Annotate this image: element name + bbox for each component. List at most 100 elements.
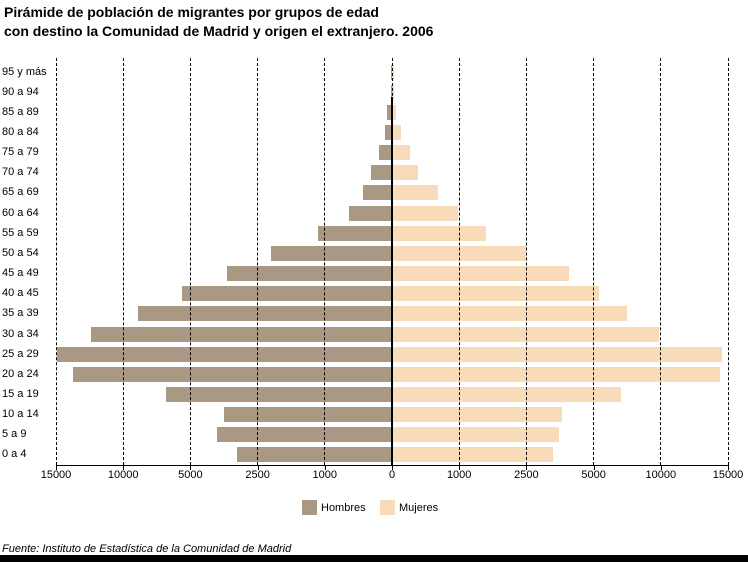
bar-mujeres-25-a-29: [392, 346, 722, 362]
age-group-label: 50 a 54: [2, 246, 39, 259]
bar-hombres-90-a-94: [390, 84, 392, 100]
age-group-label: 95 y más: [2, 65, 47, 78]
bar-mujeres-40-a-45: [392, 286, 599, 302]
bar-mujeres-65-a-69: [392, 185, 439, 201]
bar-hombres-60-a-64: [348, 205, 392, 221]
bar-mujeres-95-y-mas: [392, 64, 395, 80]
gridline-5: [727, 58, 729, 465]
bar-mujeres-70-a-74: [392, 165, 419, 181]
bar-mujeres-90-a-94: [392, 84, 395, 100]
bar-hombres-5-a-9: [217, 427, 392, 443]
age-group-label: 65 a 69: [2, 186, 39, 199]
x-tick-label: 2500: [245, 469, 270, 481]
age-group-label: 35 a 39: [2, 307, 39, 320]
bar-mujeres-45-a-49: [392, 266, 569, 282]
gridline-2: [257, 58, 259, 465]
age-group-label: 70 a 74: [2, 166, 39, 179]
gridline-1: [324, 58, 326, 465]
bar-hombres-45-a-49: [226, 266, 392, 282]
bar-mujeres-20-a-24: [392, 366, 720, 382]
x-tick-label: 15000: [40, 469, 72, 481]
bar-mujeres-75-a-79: [392, 145, 410, 161]
bar-mujeres-10-a-14: [392, 407, 562, 423]
pyramid-plot-area: 95 y más 90 a 94 85 a 89 80 a 84 75 a 79 70 a…: [2, 58, 744, 481]
bar-hombres-30-a-34: [90, 326, 392, 342]
bar-hombres-35-a-39: [137, 306, 392, 322]
bar-hombres-20-a-24: [73, 366, 392, 382]
bar-hombres-80-a-84: [384, 125, 392, 141]
x-tick-label: 2500: [514, 469, 539, 481]
gridline-4: [660, 58, 662, 465]
age-group-label: 30 a 34: [2, 327, 39, 340]
x-tick-label: 1000: [312, 469, 338, 481]
chart-title: Pirámide de población de migrantes por g…: [4, 3, 433, 41]
x-tick-label: 0: [388, 469, 396, 481]
bar-hombres-55-a-59: [318, 225, 392, 241]
gridline-2: [525, 58, 527, 465]
bar-hombres-25-a-29: [56, 346, 392, 362]
legend-swatch-mujeres: [380, 500, 395, 515]
center-axis-line: [391, 97, 393, 465]
gridline-3: [593, 58, 595, 465]
legend-label-mujeres: Mujeres: [399, 502, 439, 514]
age-group-label: 90 a 94: [2, 85, 39, 98]
axis-tick: [593, 465, 595, 470]
x-tick-label: 5000: [178, 469, 203, 481]
axis-tick: [123, 465, 125, 470]
bar-hombres-50-a-54: [271, 245, 392, 261]
bar-hombres-15-a-19: [166, 386, 392, 402]
age-group-label: 85 a 89: [2, 105, 39, 118]
gridline-1: [458, 58, 460, 465]
x-tick-label: 5000: [581, 469, 606, 481]
legend-label-hombres: Hombres: [321, 502, 366, 514]
bar-mujeres-35-a-39: [392, 306, 628, 322]
bottom-border-bar: [0, 555, 748, 562]
bar-mujeres-15-a-19: [392, 386, 622, 402]
age-group-label: 5 a 9: [2, 428, 27, 441]
bar-hombres-10-a-14: [224, 407, 392, 423]
x-tick-label: 15000: [712, 469, 744, 481]
bar-mujeres-60-a-64: [392, 205, 458, 221]
chart-title-line2: con destino la Comunidad de Madrid y ori…: [4, 23, 434, 39]
axis-tick: [392, 465, 393, 470]
axis-tick: [660, 465, 662, 470]
bar-mujeres-55-a-59: [392, 225, 487, 241]
age-group-label: 60 a 64: [2, 206, 39, 219]
gridline-5: [55, 58, 57, 465]
age-group-label: 75 a 79: [2, 146, 39, 159]
age-group-label: 10 a 14: [2, 408, 39, 421]
age-group-label: 40 a 45: [2, 287, 39, 300]
gridline-4: [122, 58, 124, 465]
x-tick-label: 1000: [446, 469, 472, 481]
bar-hombres-85-a-89: [386, 104, 392, 120]
bar-hombres-70-a-74: [371, 165, 392, 181]
axis-tick: [56, 465, 57, 470]
age-group-label: 55 a 59: [2, 226, 39, 239]
axis-tick: [526, 465, 528, 470]
bar-mujeres-5-a-9: [392, 427, 559, 443]
gridline-3: [189, 58, 191, 465]
axis-tick: [324, 465, 326, 470]
axis-tick: [257, 465, 259, 470]
x-tick-label: 10000: [645, 469, 677, 481]
bar-mujeres-80-a-84: [392, 125, 401, 141]
age-group-label: 15 a 19: [2, 387, 39, 400]
bar-mujeres-85-a-89: [392, 104, 397, 120]
bar-hombres-65-a-69: [362, 185, 392, 201]
bar-hombres-75-a-79: [378, 145, 392, 161]
bar-hombres-40-a-45: [182, 286, 392, 302]
axis-tick: [190, 465, 192, 470]
age-group-label: 0 a 4: [2, 448, 27, 461]
age-group-label: 45 a 49: [2, 267, 39, 280]
axis-tick: [728, 465, 729, 470]
x-tick-label: 10000: [107, 469, 139, 481]
age-group-label: 25 a 29: [2, 347, 39, 360]
x-axis-line: [56, 465, 729, 466]
axis-tick: [459, 465, 461, 470]
bar-mujeres-0-a-4: [392, 447, 553, 463]
chart-title-line1: Pirámide de población de migrantes por g…: [4, 4, 379, 20]
source-note: Fuente: Instituto de Estadística de la C…: [2, 543, 292, 555]
legend-swatch-hombres: [302, 500, 317, 515]
bar-hombres-0-a-4: [237, 447, 392, 463]
